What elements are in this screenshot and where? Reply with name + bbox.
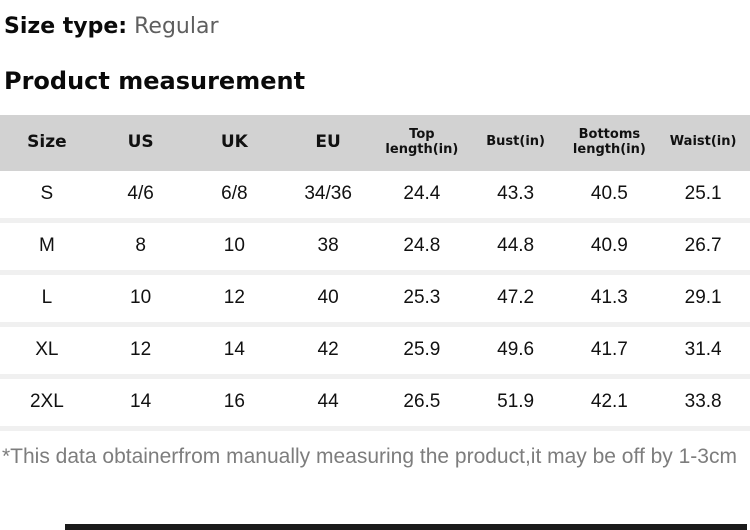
column-header-waist: Waist(in) — [656, 114, 750, 171]
column-header-bust: Bust(in) — [468, 114, 563, 171]
table-row-l: L 10 12 40 25.3 47.2 41.3 29.1 — [0, 272, 750, 327]
bottoms-length-cell: 42.1 — [562, 376, 657, 431]
eu-cell: 40 — [281, 272, 375, 327]
table-row-m: M 8 10 38 24.8 44.8 40.9 26.7 — [0, 220, 750, 275]
table-header-row: Size US UK EU Top length(in) Bust(in) Bo… — [0, 114, 750, 171]
size-type-label: Size type: — [4, 14, 128, 39]
bottoms-length-cell: 41.3 — [562, 272, 657, 327]
waist-cell: 33.8 — [656, 376, 750, 431]
us-cell: 14 — [93, 376, 188, 431]
us-cell: 4/6 — [93, 170, 188, 223]
table-row-xl: XL 12 14 42 25.9 49.6 41.7 31.4 — [0, 324, 750, 379]
bust-cell: 44.8 — [468, 220, 563, 275]
size-cell: 2XL — [0, 376, 94, 431]
column-header-eu: EU — [281, 114, 375, 171]
size-type-line: Size type: Regular — [0, 0, 750, 42]
table-row-2xl: 2XL 14 16 44 26.5 51.9 42.1 33.8 — [0, 376, 750, 431]
bust-cell: 47.2 — [468, 272, 563, 327]
column-header-us: US — [93, 114, 188, 171]
cropped-bottom-element-edge — [65, 524, 747, 530]
size-cell: XL — [0, 324, 94, 379]
bottoms-length-cell: 41.7 — [562, 324, 657, 379]
column-header-size: Size — [0, 114, 94, 171]
waist-cell: 25.1 — [656, 170, 750, 223]
uk-cell: 16 — [187, 376, 282, 431]
product-measurement-table: Size US UK EU Top length(in) Bust(in) Bo… — [0, 114, 750, 431]
eu-cell: 44 — [281, 376, 375, 431]
column-header-uk: UK — [187, 114, 282, 171]
uk-cell: 14 — [187, 324, 282, 379]
us-cell: 8 — [93, 220, 188, 275]
eu-cell: 34/36 — [281, 170, 375, 223]
size-cell: S — [0, 170, 94, 223]
column-header-top-length: Top length(in) — [375, 114, 469, 171]
eu-cell: 42 — [281, 324, 375, 379]
top-length-cell: 24.4 — [375, 170, 469, 223]
uk-cell: 6/8 — [187, 170, 282, 223]
waist-cell: 26.7 — [656, 220, 750, 275]
waist-cell: 29.1 — [656, 272, 750, 327]
bottoms-length-cell: 40.9 — [562, 220, 657, 275]
top-length-cell: 26.5 — [375, 376, 469, 431]
bust-cell: 49.6 — [468, 324, 563, 379]
waist-cell: 31.4 — [656, 324, 750, 379]
us-cell: 12 — [93, 324, 188, 379]
bust-cell: 51.9 — [468, 376, 563, 431]
bottoms-length-cell: 40.5 — [562, 170, 657, 223]
uk-cell: 10 — [187, 220, 282, 275]
bust-cell: 43.3 — [468, 170, 563, 223]
measurement-disclaimer-note: *This data obtainerfrom manually measuri… — [2, 444, 737, 468]
uk-cell: 12 — [187, 272, 282, 327]
section-title: Product measurement — [4, 66, 306, 95]
size-cell: M — [0, 220, 94, 275]
top-length-cell: 24.8 — [375, 220, 469, 275]
table-row-s: S 4/6 6/8 34/36 24.4 43.3 40.5 25.1 — [0, 170, 750, 223]
top-length-cell: 25.9 — [375, 324, 469, 379]
size-type-value: Regular — [134, 14, 219, 39]
eu-cell: 38 — [281, 220, 375, 275]
size-cell: L — [0, 272, 94, 327]
column-header-bottoms-length: Bottoms length(in) — [562, 114, 657, 171]
us-cell: 10 — [93, 272, 188, 327]
top-length-cell: 25.3 — [375, 272, 469, 327]
